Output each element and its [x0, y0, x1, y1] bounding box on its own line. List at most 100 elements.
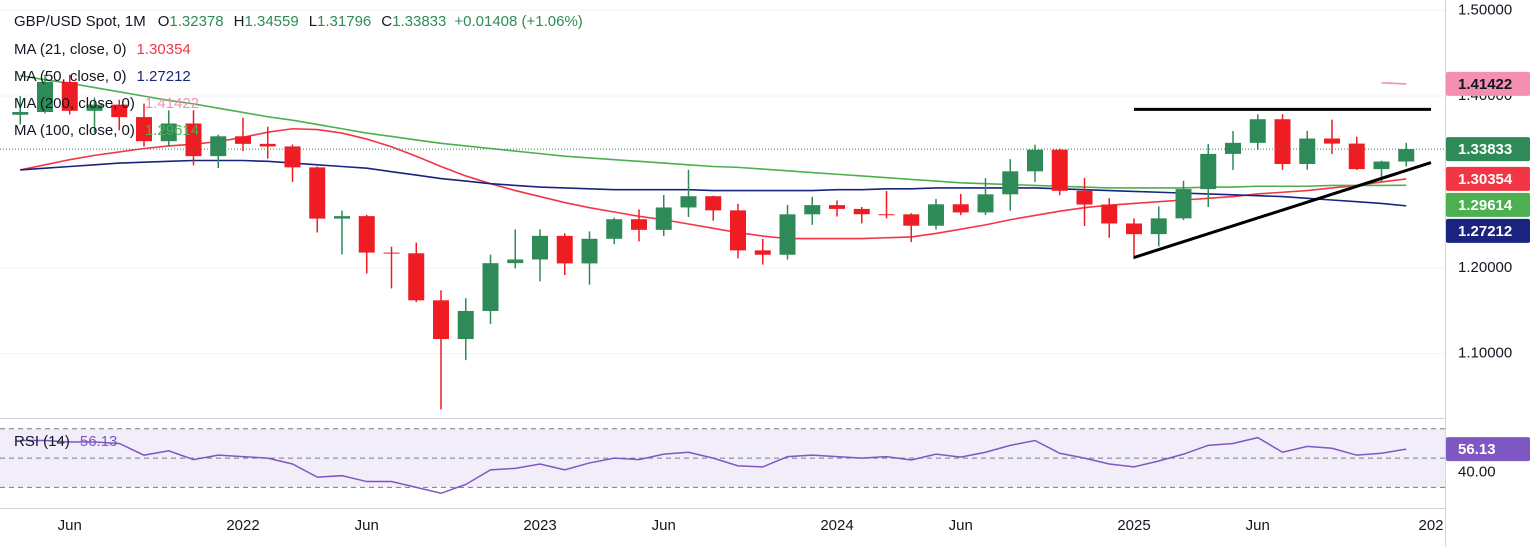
candle-body [829, 205, 845, 209]
high-value: 1.34559 [244, 13, 298, 30]
candle-body [86, 104, 103, 111]
price-label: 1.27212 [1458, 223, 1512, 240]
x-tick-label: 2024 [820, 517, 853, 534]
candle-body [37, 81, 53, 113]
rsi-line [20, 436, 1407, 495]
candle-body [1225, 142, 1241, 154]
candle-body [730, 210, 746, 251]
candle-body [457, 310, 474, 340]
candle-body [680, 196, 697, 208]
moving-average-line [20, 74, 1407, 189]
rsi-tick-label: 40.00 [1458, 464, 1496, 481]
candle-body [532, 235, 548, 260]
ma-legend: MA (21, close, 0) 1.30354 [14, 41, 191, 58]
candle-body [1348, 143, 1365, 170]
candle-body [631, 219, 647, 230]
y-tick-label: 1.10000 [1458, 345, 1512, 362]
ma-legend-value: 1.30354 [137, 41, 191, 58]
candle-body [754, 250, 771, 255]
price-label-box [1446, 166, 1530, 191]
candle-body [1002, 171, 1019, 195]
ma-legend-value: 1.27212 [137, 68, 191, 85]
rsi-legend-name: RSI (14) [14, 433, 70, 450]
candle-body [210, 136, 227, 157]
price-pane [0, 9, 1445, 410]
candle-body [779, 214, 796, 255]
price-label-box [1446, 71, 1530, 96]
ma-legend-name: MA (100, close, 0) [14, 122, 135, 139]
candle-body [606, 219, 623, 239]
candle-body [977, 194, 994, 213]
candle-body [903, 214, 920, 226]
candle-body [1175, 189, 1192, 219]
candle-body [928, 204, 944, 226]
x-tick-label: 202 [1418, 517, 1443, 534]
rsi-label-box [1446, 437, 1530, 462]
candle-body [12, 112, 29, 115]
ma-legend-name: MA (21, close, 0) [14, 41, 127, 58]
ma-legend: MA (50, close, 0) 1.27212 [14, 68, 191, 85]
candle-body [1101, 204, 1118, 224]
candle-body [655, 207, 672, 230]
open-value: 1.32378 [169, 13, 223, 30]
candle-body [1274, 119, 1291, 165]
x-tick-label: 2025 [1117, 517, 1150, 534]
moving-average-line [20, 159, 1407, 207]
change-value: +0.01408 (+1.06%) [454, 13, 582, 30]
rsi-label: 56.13 [1458, 441, 1496, 458]
candle-body [433, 300, 449, 340]
candle-body [878, 214, 895, 216]
low-value: 1.31796 [317, 13, 371, 30]
candle-body [581, 238, 598, 264]
x-tick-label: Jun [1246, 517, 1270, 534]
candle-body [61, 81, 78, 111]
price-label: 1.29614 [1458, 197, 1513, 214]
ohlc-label: L [309, 13, 317, 30]
axes: 1.100001.200001.400001.50000Jun2022Jun20… [58, 1, 1530, 534]
ohlc-label: H [234, 13, 245, 30]
close-value: 1.33833 [392, 13, 446, 30]
candle-body [507, 259, 524, 264]
candle-body [804, 205, 821, 215]
candle-body [1373, 161, 1390, 170]
candle-body [1398, 149, 1415, 162]
candle-body [1027, 149, 1043, 172]
candle-body [705, 196, 722, 211]
trendline [1133, 161, 1432, 259]
candle-body [235, 136, 251, 144]
header-legend: GBP/USD Spot, 1M O1.32378 H1.34559 L1.31796… [14, 13, 583, 30]
y-tick-label: 1.20000 [1458, 259, 1512, 276]
candle-body [111, 104, 128, 118]
price-label-box [1446, 137, 1530, 162]
ma-legend: MA (200, close, 0) 1.41422 [14, 95, 199, 112]
x-tick-label: Jun [58, 517, 82, 534]
candle-body [1299, 138, 1316, 165]
candle-body [358, 216, 375, 253]
y-tick-label: 1.50000 [1458, 1, 1512, 18]
ma-legend: MA (100, close, 0) 1.29614 [14, 122, 199, 139]
x-tick-label: Jun [949, 517, 973, 534]
candle-body [136, 117, 152, 142]
ohlc-label: C [381, 13, 392, 30]
candle-body [556, 235, 573, 264]
legend: GBP/USD Spot, 1M O1.32378 H1.34559 L1.31796… [14, 13, 583, 450]
price-label-box [1446, 192, 1530, 217]
candle-body [1126, 223, 1142, 235]
ma-legend-name: MA (200, close, 0) [14, 95, 135, 112]
candle-body [1150, 218, 1167, 235]
x-tick-label: 2023 [523, 517, 556, 534]
moving-average-line [20, 127, 1407, 240]
candle-body [185, 123, 202, 157]
price-label: 1.30354 [1458, 171, 1513, 188]
ohlc-label: O [158, 13, 170, 30]
candle-body [383, 252, 400, 254]
candle-body [1324, 138, 1340, 144]
candle-body [259, 143, 276, 147]
rsi-pane [0, 428, 1445, 495]
candle-body [1051, 149, 1068, 191]
ma-legend-value: 1.41422 [145, 95, 199, 112]
candle-body [1076, 190, 1093, 205]
candle-body [482, 263, 499, 311]
